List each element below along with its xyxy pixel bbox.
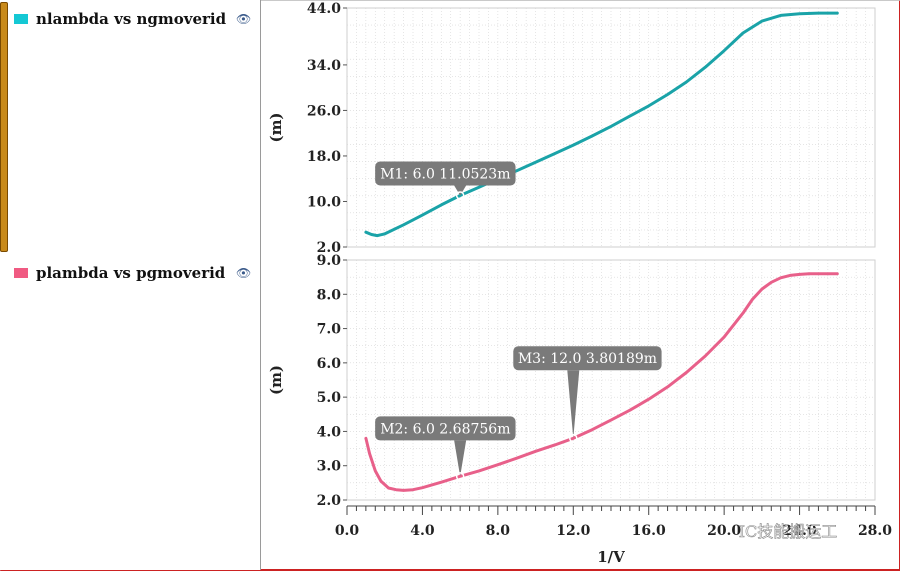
x-tick-label: 20.0 xyxy=(707,523,741,539)
x-tick-label: 24.0 xyxy=(783,523,817,539)
y-tick-label: 2.0 xyxy=(317,493,342,509)
legend-swatch-nlambda xyxy=(14,14,28,24)
legend-item-plambda[interactable]: plambda vs pgmoverid xyxy=(14,264,225,282)
y-tick-label: 44.0 xyxy=(307,1,341,17)
watermark-text: IC技能搬运工 xyxy=(739,522,838,541)
x-tick-label: 28.0 xyxy=(858,523,892,539)
y-tick-label: 18.0 xyxy=(307,149,341,165)
marker-pointer xyxy=(454,185,467,196)
eye-icon[interactable]: 👁 xyxy=(236,266,252,280)
x-tick-label: 8.0 xyxy=(486,523,511,539)
y-tick-label: 6.0 xyxy=(317,356,342,372)
y-tick-label: 10.0 xyxy=(307,194,341,210)
marker-callout xyxy=(375,161,516,186)
legend-label-nlambda: nlambda vs ngmoverid xyxy=(36,10,227,28)
y-axis-label: (m) xyxy=(267,365,285,395)
y-axis-label: (m) xyxy=(267,112,285,142)
legend-label-plambda: plambda vs pgmoverid xyxy=(36,264,226,282)
marker-pointer xyxy=(567,370,580,439)
x-tick-label: 12.0 xyxy=(556,523,590,539)
series-line-bottom xyxy=(364,272,839,492)
legend-panel: nlambda vs ngmoverid 👁 plambda vs pgmove… xyxy=(0,0,261,570)
selection-accent-bar xyxy=(0,2,8,252)
y-tick-label: 5.0 xyxy=(317,390,342,406)
marker-label: M2: 6.0 2.68756m xyxy=(380,421,510,437)
series-line-top xyxy=(364,11,839,238)
x-axis: 0.0 4.0 8.0 12.0 16.0 20.0 24.0 28.0 xyxy=(335,505,892,539)
legend-swatch-plambda xyxy=(14,268,28,278)
chart-top-panel: 2.0 10.0 18.0 26.0 34.0 44.0 (m) M1: 6.0 11.052… xyxy=(267,1,876,256)
marker-point xyxy=(569,433,578,443)
x-axis-label: 1/V xyxy=(597,548,625,566)
x-tick-label: 4.0 xyxy=(410,523,435,539)
y-tick-label: 3.0 xyxy=(317,459,342,475)
marker-callout xyxy=(375,416,516,441)
y-tick-label: 26.0 xyxy=(307,103,341,119)
marker-callout xyxy=(513,346,662,371)
y-tick-label: 8.0 xyxy=(317,287,342,303)
marker-label: M3: 12.0 3.80189m xyxy=(518,351,657,367)
y-tick-label: 34.0 xyxy=(307,58,341,74)
y-tick-label: 4.0 xyxy=(317,424,342,440)
y-tick-label: 7.0 xyxy=(317,322,342,338)
chart-bottom-panel: 2.0 3.0 4.0 5.0 6.0 7.0 8.0 9.0 (m) M2: 6.0 2.687… xyxy=(267,253,876,509)
legend-item-nlambda[interactable]: nlambda vs ngmoverid xyxy=(14,10,226,28)
x-tick-label: 0.0 xyxy=(335,523,360,539)
marker-label: M1: 6.0 11.0523m xyxy=(380,166,510,182)
x-tick-label: 16.0 xyxy=(632,523,666,539)
y-tick-label: 2.0 xyxy=(317,240,342,256)
eye-icon[interactable]: 👁 xyxy=(236,12,252,26)
marker-point xyxy=(455,191,465,200)
marker-point xyxy=(455,472,465,481)
y-tick-label: 9.0 xyxy=(317,253,342,269)
marker-pointer xyxy=(454,440,467,477)
